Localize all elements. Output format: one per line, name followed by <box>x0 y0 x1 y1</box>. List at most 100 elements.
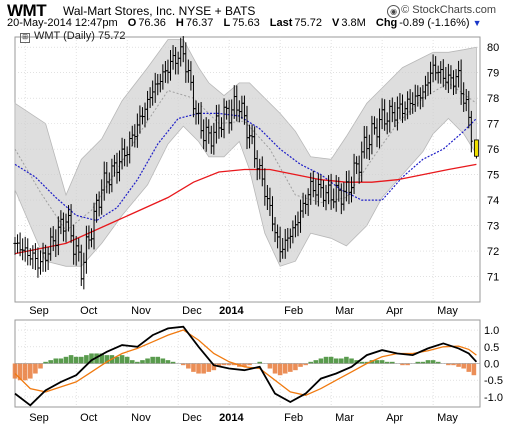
macd-histogram-bar <box>379 360 385 364</box>
macd-histogram-bar <box>94 353 99 364</box>
macd-histogram-bar <box>430 360 436 364</box>
macd-histogram-bar <box>303 363 308 366</box>
macd-histogram-bar <box>17 363 23 381</box>
macd-axis-label: 1.0 <box>484 325 499 337</box>
sma-50-line <box>14 112 477 222</box>
macd-histogram-bar <box>104 355 110 364</box>
quote-date: 20-May-2014 12:47pm <box>7 17 118 29</box>
macd-histogram-bar <box>405 363 410 366</box>
macd-histogram-bar <box>48 360 53 364</box>
macd-histogram-bar <box>461 363 466 369</box>
macd-histogram-bar <box>84 355 89 364</box>
macd-histogram-bar <box>451 363 456 366</box>
macd-histogram-bar <box>150 356 155 364</box>
macd-histogram-bar <box>293 363 298 371</box>
price-axis-label: 71 <box>487 272 499 284</box>
macd-histogram-bar <box>288 363 293 372</box>
macd-histogram-bar <box>339 358 344 364</box>
macd-histogram-bar <box>390 361 395 364</box>
macd-histogram-bar <box>364 361 370 364</box>
last-label: Last <box>269 17 293 29</box>
macd-histogram-bar <box>420 361 426 364</box>
macd-histogram-bar <box>145 358 150 364</box>
macd-line <box>14 325 478 407</box>
price-x-label: Sep <box>29 305 49 317</box>
macd-histogram-bar <box>216 363 222 367</box>
macd-histogram-bar <box>282 363 288 374</box>
macd-histogram-bar <box>135 361 140 364</box>
macd-histogram-bar <box>323 356 329 364</box>
price-x-label: 2014 <box>219 305 244 317</box>
macd-histogram-bar <box>435 361 441 364</box>
macd-histogram-bar <box>89 353 94 364</box>
open-value: 76.36 <box>138 17 166 29</box>
macd-x-label: Sep <box>29 412 49 424</box>
price-axis-label: 72 <box>487 246 499 258</box>
price-bars <box>13 36 473 290</box>
price-axis-label: 75 <box>487 170 499 182</box>
macd-x-label: Mar <box>335 412 354 424</box>
macd-histogram-bar <box>231 363 237 366</box>
macd-histogram-bar <box>333 358 339 364</box>
price-axis-label: 73 <box>487 221 499 233</box>
macd-axis-label: 0.0 <box>484 359 499 371</box>
bar-chart-icon: ⊞ <box>20 33 30 43</box>
macd-histogram <box>12 353 477 381</box>
macd-histogram-bar <box>73 356 79 364</box>
macd-histogram-bar <box>124 356 130 364</box>
macd-histogram-bar <box>374 360 380 364</box>
macd-histogram-bar <box>471 363 477 376</box>
macd-histogram-bar <box>119 355 125 364</box>
macd-histogram-bar <box>68 355 74 364</box>
low-label: L <box>223 17 231 29</box>
price-x-label: Apr <box>386 305 403 317</box>
macd-histogram-bar <box>28 363 33 379</box>
macd-histogram-bar <box>425 360 431 364</box>
macd-histogram-bar <box>257 361 263 364</box>
price-legend: ⊞ WMT (Daily) 75.72 <box>20 30 125 43</box>
price-x-label: Nov <box>131 305 151 317</box>
high-value: 76.37 <box>185 17 214 29</box>
company-name: Wal-Mart Stores, Inc. <box>63 4 176 18</box>
macd-axis-label: -1.0 <box>484 392 503 404</box>
macd-x-label: Apr <box>386 412 403 424</box>
macd-histogram-bar <box>78 356 84 364</box>
price-x-label: Oct <box>80 305 97 317</box>
legend-text: WMT (Daily) 75.72 <box>34 30 126 42</box>
macd-x-label: Dec <box>182 412 202 424</box>
last-candle-body <box>474 139 479 157</box>
macd-histogram-bar <box>272 363 278 374</box>
price-x-label: Mar <box>335 305 354 317</box>
macd-histogram-bar <box>456 363 461 367</box>
macd-axis-label: -0.5 <box>484 375 503 387</box>
price-axis-label: 77 <box>487 119 499 131</box>
macd-histogram-bar <box>206 363 212 372</box>
macd-histogram-bar <box>170 361 176 364</box>
open-label: O <box>127 17 137 29</box>
macd-histogram-bar <box>446 363 451 366</box>
macd-histogram-bar <box>38 363 43 369</box>
macd-histogram-bar <box>359 361 365 364</box>
volume-label: V <box>332 17 340 29</box>
quote-bar: 20-May-2014 12:47pm O 76.36 H 76.37 L 75.63… <box>7 17 482 29</box>
macd-histogram-bar <box>12 363 18 379</box>
macd-histogram-bar <box>99 353 104 364</box>
macd-histogram-bar <box>63 356 69 364</box>
macd-histogram-bar <box>33 363 38 374</box>
macd-histogram-bar <box>344 356 349 364</box>
macd-histogram-bar <box>196 363 201 374</box>
macd-histogram-bar <box>384 361 390 364</box>
macd-x-label: Oct <box>80 412 97 424</box>
macd-histogram-bar <box>247 363 252 366</box>
low-value: 75.63 <box>232 17 260 29</box>
price-x-label: May <box>437 305 458 317</box>
macd-histogram-bar <box>129 360 135 364</box>
price-axis-label: 80 <box>487 42 499 54</box>
price-axis-label: 76 <box>487 144 499 156</box>
macd-histogram-bar <box>186 363 191 369</box>
company-exchange: Wal-Mart Stores, Inc. NYSE + BATS <box>63 4 255 18</box>
copyright[interactable]: ◉ © StockCharts.com <box>387 4 496 18</box>
macd-histogram-bar <box>298 363 303 367</box>
change-value: -0.89 (-1.16%) <box>399 17 470 29</box>
chevron-down-icon[interactable]: ▼ <box>472 18 482 28</box>
